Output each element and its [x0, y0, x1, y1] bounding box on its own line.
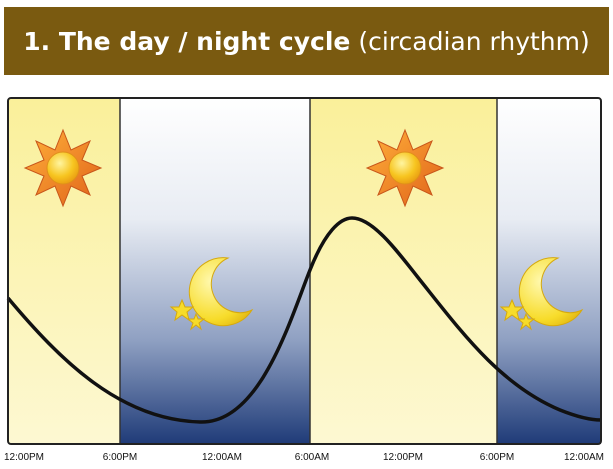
- time-label-6am: 6:00AM: [294, 452, 330, 463]
- title-bar: 1. The day / night cycle (circadian rhyt…: [4, 7, 609, 75]
- time-label-6pm-1: 6:00PM: [102, 452, 138, 463]
- star-icon: [186, 312, 206, 331]
- star-icon: [169, 298, 195, 322]
- time-label-12am-1: 12:00AM: [201, 452, 243, 463]
- time-label-6pm-2: 6:00PM: [479, 452, 515, 463]
- star-icon: [516, 312, 536, 331]
- sun-icon: [23, 128, 103, 208]
- time-label-12am-2: 12:00AM: [563, 452, 605, 463]
- sun-icon: [365, 128, 445, 208]
- circadian-curve: [6, 216, 602, 424]
- diagram-frame: [7, 97, 602, 445]
- time-label-12pm-1: 12:00PM: [3, 452, 45, 463]
- title-main: 1. The day / night cycle: [23, 26, 351, 56]
- time-label-12pm-2: 12:00PM: [382, 452, 424, 463]
- moon-stars-icon: [499, 257, 584, 331]
- night-band-2: [497, 98, 601, 444]
- star-icon: [499, 298, 525, 322]
- moon-stars-icon: [169, 257, 254, 331]
- title-subtitle: (circadian rhythm): [358, 26, 590, 56]
- title-background: [4, 7, 609, 75]
